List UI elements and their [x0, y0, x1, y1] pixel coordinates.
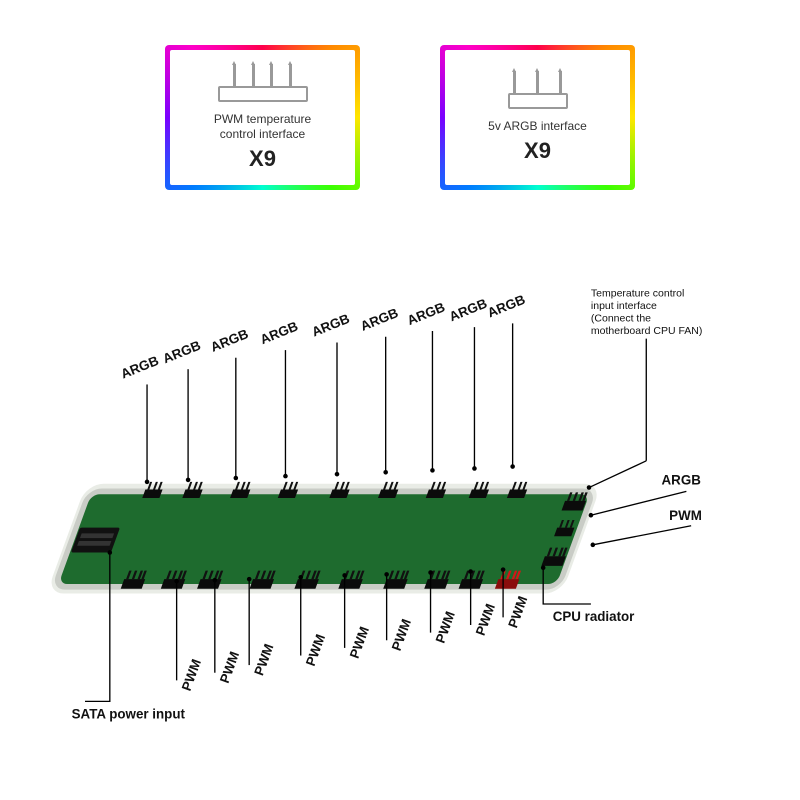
card-argb: 5v ARGB interface X9 — [440, 45, 635, 190]
svg-text:ARGB: ARGB — [405, 299, 447, 328]
svg-text:ARGB: ARGB — [358, 305, 400, 334]
card-inner: PWM temperaturecontrol interface X9 — [170, 50, 355, 185]
svg-text:PWM: PWM — [303, 632, 328, 668]
svg-text:PWM: PWM — [433, 609, 458, 645]
side-labels: Temperature control input interface (Con… — [587, 288, 703, 547]
svg-text:ARGB: ARGB — [208, 326, 250, 355]
svg-text:PWM: PWM — [389, 617, 414, 653]
svg-text:PWM: PWM — [347, 625, 372, 661]
feature-cards: PWM temperaturecontrol interface X9 5v A… — [0, 45, 800, 190]
top-labels: ARGB ARGB ARGB ARGB ARGB ARGB ARGB ARGB … — [119, 292, 528, 484]
svg-text:CPU radiator: CPU radiator — [553, 609, 635, 624]
svg-text:ARGB: ARGB — [662, 473, 702, 488]
card-label: 5v ARGB interface — [488, 119, 587, 134]
card-pwm: PWM temperaturecontrol interface X9 — [165, 45, 360, 190]
svg-text:PWM: PWM — [217, 649, 242, 685]
svg-text:input interface: input interface — [591, 300, 657, 312]
board-diagram: ARGB ARGB ARGB ARGB ARGB ARGB ARGB ARGB … — [60, 310, 740, 730]
svg-text:PWM: PWM — [179, 657, 204, 693]
connector-4pin-icon — [218, 64, 308, 102]
pcb-svg: ARGB ARGB ARGB ARGB ARGB ARGB ARGB ARGB … — [60, 310, 740, 730]
svg-text:motherboard CPU FAN): motherboard CPU FAN) — [591, 325, 702, 337]
svg-text:ARGB: ARGB — [258, 318, 300, 347]
connector-3pin-icon — [493, 71, 583, 109]
svg-text:PWM: PWM — [669, 508, 702, 523]
svg-text:PWM: PWM — [473, 602, 498, 638]
svg-text:(Connect the: (Connect the — [591, 312, 651, 324]
svg-text:PWM: PWM — [251, 642, 276, 678]
card-inner: 5v ARGB interface X9 — [445, 50, 630, 185]
card-label: PWM temperaturecontrol interface — [214, 112, 311, 142]
svg-text:ARGB: ARGB — [119, 353, 161, 382]
svg-text:ARGB: ARGB — [161, 337, 203, 366]
svg-text:PWM: PWM — [505, 594, 530, 630]
svg-text:SATA power input: SATA power input — [72, 707, 186, 722]
svg-text:ARGB: ARGB — [447, 295, 489, 324]
svg-text:ARGB: ARGB — [485, 292, 527, 321]
card-count: X9 — [249, 146, 276, 172]
svg-text:ARGB: ARGB — [310, 311, 352, 340]
card-count: X9 — [524, 138, 551, 164]
svg-text:Temperature control: Temperature control — [591, 288, 684, 300]
